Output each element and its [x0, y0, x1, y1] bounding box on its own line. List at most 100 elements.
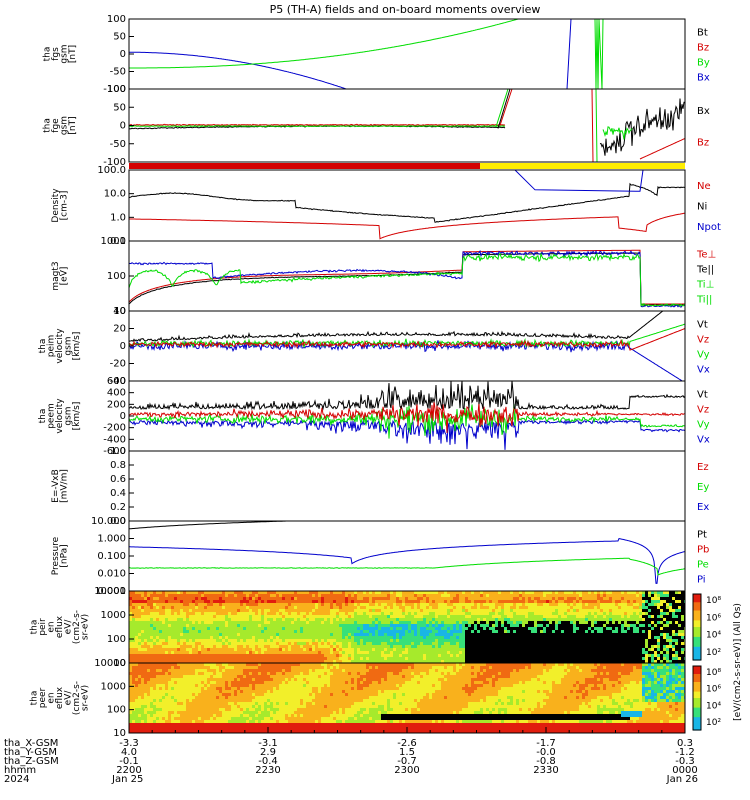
spectro-cell	[627, 597, 630, 600]
spectro-cell	[558, 636, 561, 639]
spectro-cell	[477, 603, 480, 606]
spectro-cell	[264, 633, 267, 636]
spectro-cell	[327, 645, 330, 648]
spectro-cell	[270, 648, 273, 651]
spectro-cell	[405, 639, 408, 642]
spectro-cell	[135, 612, 138, 615]
spectro-cell	[357, 627, 360, 630]
spectro-cell	[156, 681, 159, 684]
spectro-cell	[588, 660, 591, 663]
spectro-cell	[609, 633, 612, 636]
spectro-cell	[384, 597, 387, 600]
spectro-cell	[267, 594, 270, 597]
spectro-cell	[309, 651, 312, 654]
spectro-cell	[273, 627, 276, 630]
spectro-cell	[246, 612, 249, 615]
spectro-cell	[138, 717, 141, 720]
spectro-cell	[237, 645, 240, 648]
spectro-cell	[141, 597, 144, 600]
spectro-cell	[399, 591, 402, 594]
spectro-cell	[471, 657, 474, 660]
spectro-cell	[351, 594, 354, 597]
spectro-cell	[648, 633, 651, 636]
spectro-cell	[546, 624, 549, 627]
spectro-cell	[189, 645, 192, 648]
spectro-cell	[432, 597, 435, 600]
spectro-cell	[318, 624, 321, 627]
spectro-cell	[345, 633, 348, 636]
spectro-cell	[624, 603, 627, 606]
spectro-cell	[417, 648, 420, 651]
spectro-cell	[183, 597, 186, 600]
spectro-cell	[492, 597, 495, 600]
spectro-cell	[261, 612, 264, 615]
spectro-cell	[348, 657, 351, 660]
spectro-cell	[348, 639, 351, 642]
spectro-cell	[384, 627, 387, 630]
spectro-cell	[168, 597, 171, 600]
spectro-cell	[339, 657, 342, 660]
spectro-cell	[651, 609, 654, 612]
spectro-cell	[666, 654, 669, 657]
spectro-cell	[501, 642, 504, 645]
spectro-cell	[333, 615, 336, 618]
spectro-cell	[477, 660, 480, 663]
spectro-cell	[132, 669, 135, 672]
spectro-cell	[315, 603, 318, 606]
spectro-cell	[288, 612, 291, 615]
spectro-cell	[450, 609, 453, 612]
spectro-cell	[225, 633, 228, 636]
spectro-cell	[318, 633, 321, 636]
spectro-cell	[474, 621, 477, 624]
spectro-cell	[570, 621, 573, 624]
spectro-cell	[297, 642, 300, 645]
spectro-cell	[576, 627, 579, 630]
spectro-cell	[567, 660, 570, 663]
spectro-cell	[465, 636, 468, 639]
spectro-cell	[681, 645, 684, 648]
spectro-cell	[321, 633, 324, 636]
spectro-cell	[150, 615, 153, 618]
spectro-cell	[339, 654, 342, 657]
spectro-cell	[507, 657, 510, 660]
spectro-cell	[405, 645, 408, 648]
spectro-cell	[330, 624, 333, 627]
spectro-cell	[210, 603, 213, 606]
spectro-cell	[144, 648, 147, 651]
spectro-cell	[183, 642, 186, 645]
spectro-cell	[336, 636, 339, 639]
spectro-cell	[150, 678, 153, 681]
spectro-cell	[591, 651, 594, 654]
spectro-cell	[360, 642, 363, 645]
spectro-cell	[216, 600, 219, 603]
spectro-cell	[657, 591, 660, 594]
spectro-cell	[507, 642, 510, 645]
spectro-cell	[585, 618, 588, 621]
spectro-cell	[288, 591, 291, 594]
spectro-cell	[132, 696, 135, 699]
spectro-cell	[543, 591, 546, 594]
spectro-cell	[654, 615, 657, 618]
spectro-cell	[549, 597, 552, 600]
spectro-cell	[360, 600, 363, 603]
spectro-cell	[555, 633, 558, 636]
spectro-cell	[669, 612, 672, 615]
spectro-cell	[426, 633, 429, 636]
spectro-cell	[642, 621, 645, 624]
spectro-cell	[411, 636, 414, 639]
spectro-cell	[438, 633, 441, 636]
spectro-cell	[495, 609, 498, 612]
spectro-cell	[159, 690, 162, 693]
spectro-cell	[345, 609, 348, 612]
spectro-cell	[594, 645, 597, 648]
spectro-cell	[360, 627, 363, 630]
spectro-cell	[156, 591, 159, 594]
spectro-cell	[645, 648, 648, 651]
spectro-cell	[396, 660, 399, 663]
spectro-cell	[627, 603, 630, 606]
spectro-cell	[615, 633, 618, 636]
spectro-cell	[309, 648, 312, 651]
spectro-cell	[525, 627, 528, 630]
spectro-cell	[423, 603, 426, 606]
spectro-cell	[258, 633, 261, 636]
